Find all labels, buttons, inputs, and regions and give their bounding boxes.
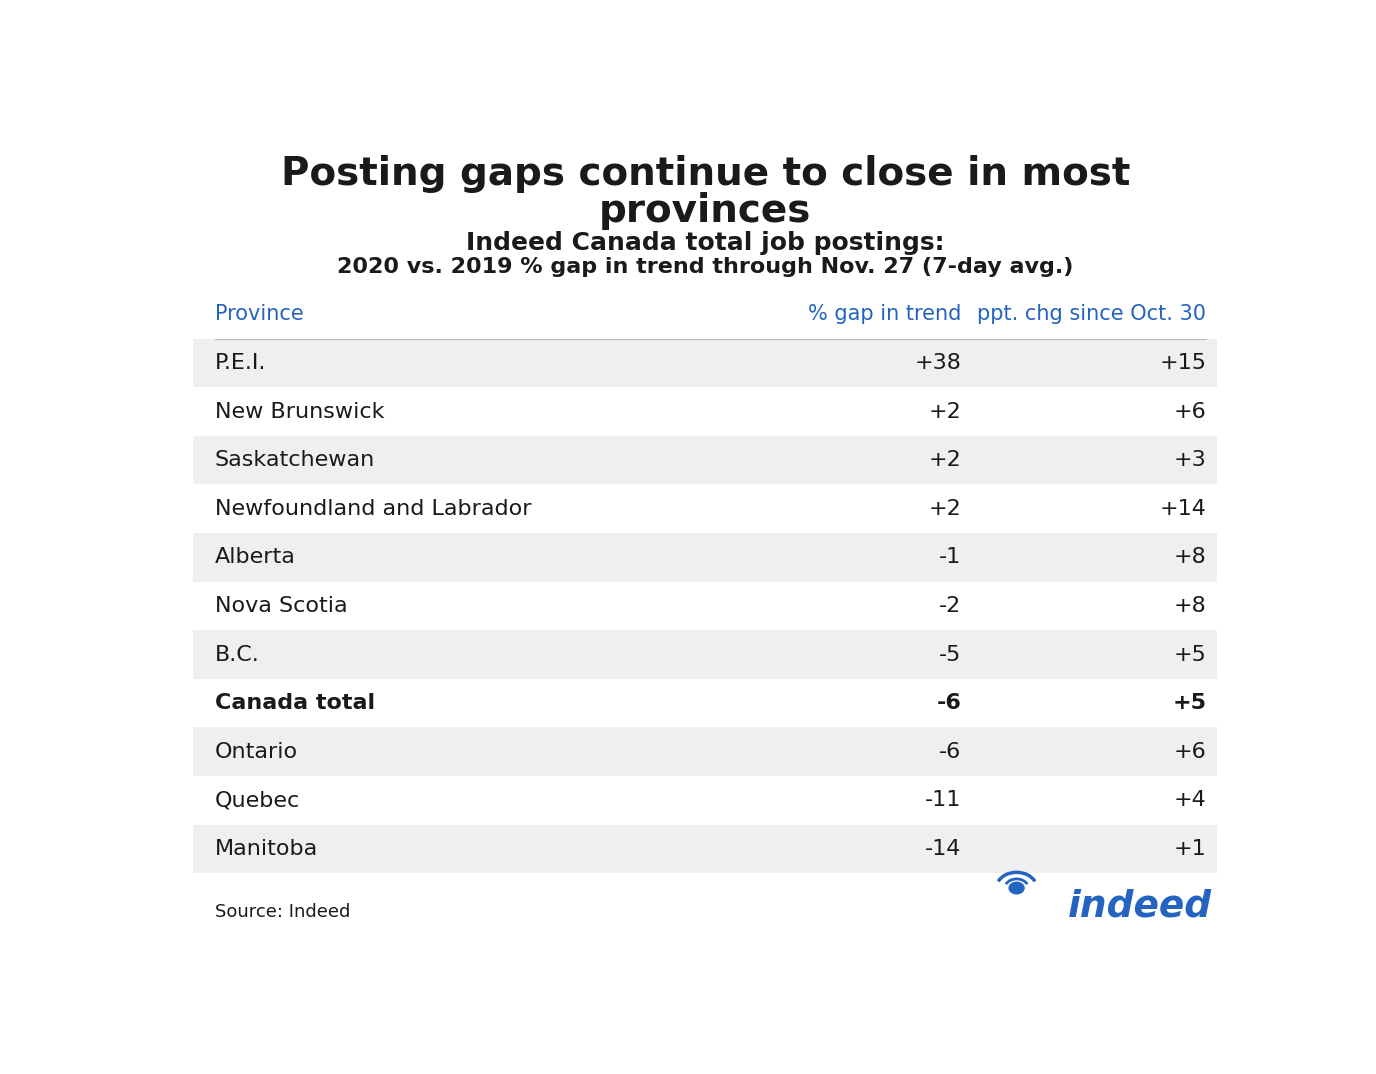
Text: Province: Province	[215, 304, 303, 324]
Text: +3: +3	[1174, 450, 1207, 470]
Text: indeed: indeed	[1068, 888, 1212, 925]
FancyBboxPatch shape	[193, 825, 1218, 873]
Circle shape	[1009, 882, 1024, 894]
Text: +2: +2	[929, 498, 960, 519]
Text: Quebec: Quebec	[215, 790, 300, 810]
Text: +14: +14	[1160, 498, 1207, 519]
Text: P.E.I.: P.E.I.	[215, 353, 266, 373]
Text: Alberta: Alberta	[215, 548, 296, 567]
Text: +5: +5	[1174, 644, 1207, 665]
Text: +8: +8	[1174, 596, 1207, 616]
Text: +6: +6	[1174, 402, 1207, 422]
Text: Manitoba: Manitoba	[215, 839, 318, 859]
Text: -5: -5	[938, 644, 960, 665]
Text: +8: +8	[1174, 548, 1207, 567]
Text: Source: Indeed: Source: Indeed	[215, 903, 350, 921]
Text: -6: -6	[938, 742, 960, 761]
Text: provinces: provinces	[599, 192, 812, 230]
Text: Canada total: Canada total	[215, 693, 374, 713]
Text: +2: +2	[929, 402, 960, 422]
FancyBboxPatch shape	[193, 338, 1218, 388]
Text: -14: -14	[925, 839, 960, 859]
Text: Ontario: Ontario	[215, 742, 297, 761]
Text: +4: +4	[1174, 790, 1207, 810]
Text: 2020 vs. 2019 % gap in trend through Nov. 27 (7-day avg.): 2020 vs. 2019 % gap in trend through Nov…	[337, 257, 1073, 277]
Text: Indeed Canada total job postings:: Indeed Canada total job postings:	[466, 231, 944, 256]
Text: +5: +5	[1172, 693, 1207, 713]
Text: -11: -11	[925, 790, 960, 810]
Text: -6: -6	[936, 693, 960, 713]
Text: Posting gaps continue to close in most: Posting gaps continue to close in most	[281, 156, 1130, 193]
Text: ppt. chg since Oct. 30: ppt. chg since Oct. 30	[977, 304, 1207, 324]
FancyBboxPatch shape	[193, 533, 1218, 582]
Text: -2: -2	[938, 596, 960, 616]
Text: B.C.: B.C.	[215, 644, 260, 665]
FancyBboxPatch shape	[193, 630, 1218, 679]
Text: +15: +15	[1160, 353, 1207, 373]
FancyBboxPatch shape	[193, 436, 1218, 484]
Text: +38: +38	[914, 353, 960, 373]
Text: +2: +2	[929, 450, 960, 470]
Text: New Brunswick: New Brunswick	[215, 402, 384, 422]
Text: Saskatchewan: Saskatchewan	[215, 450, 374, 470]
Text: +1: +1	[1174, 839, 1207, 859]
Text: Nova Scotia: Nova Scotia	[215, 596, 347, 616]
FancyBboxPatch shape	[193, 727, 1218, 777]
Text: Newfoundland and Labrador: Newfoundland and Labrador	[215, 498, 531, 519]
Text: % gap in trend: % gap in trend	[808, 304, 960, 324]
Text: +6: +6	[1174, 742, 1207, 761]
Text: -1: -1	[938, 548, 960, 567]
